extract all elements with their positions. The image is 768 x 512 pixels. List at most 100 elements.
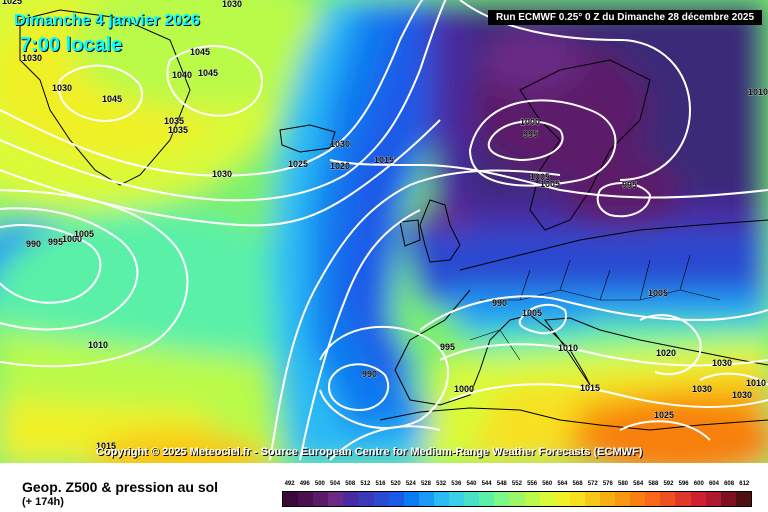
scale-label: 592 [663, 481, 674, 487]
scale-label: 552 [511, 481, 522, 487]
europe-north-coast [459, 219, 768, 271]
scale-swatch [645, 492, 661, 506]
scale-label: 584 [633, 481, 644, 487]
isobar-label: 1030 [212, 169, 232, 179]
isobar-label: 995 [523, 129, 538, 139]
scale-label: 572 [587, 481, 598, 487]
scale-swatch [720, 492, 736, 506]
scale-swatch [328, 492, 344, 506]
scale-swatch [509, 492, 525, 506]
europe-south-coast [394, 289, 768, 406]
scale-swatch [464, 492, 480, 506]
isobar-label: 1030 [712, 358, 732, 368]
scale-swatch [358, 492, 374, 506]
scale-label: 580 [618, 481, 629, 487]
scale-swatch [283, 492, 299, 506]
isobar-label: 1010 [748, 87, 768, 97]
isobar-label: 995 [48, 237, 63, 247]
color-scale-bar [282, 491, 752, 507]
scale-swatch [449, 492, 465, 506]
isobar-label: 1020 [656, 348, 676, 358]
scandinavia-coastline [519, 59, 651, 231]
greenland-coastline [19, 9, 191, 186]
scale-label: 492 [284, 481, 295, 487]
scale-swatch [630, 492, 646, 506]
scale-label: 528 [420, 481, 431, 487]
map-svg: 1030 1025 1030 1045 1040 1045 1045 1035 … [0, 0, 768, 463]
isobar-label: 1020 [330, 161, 350, 171]
scale-swatch [373, 492, 389, 506]
scale-swatch [660, 492, 676, 506]
scale-label: 536 [451, 481, 462, 487]
scale-label: 520 [390, 481, 401, 487]
map-title: Geop. Z500 & pression au sol [22, 479, 219, 495]
scale-swatch [675, 492, 691, 506]
isobar-labels: 1030 1025 1030 1045 1040 1045 1045 1035 … [2, 0, 768, 451]
scale-swatch [524, 492, 540, 506]
scale-label: 576 [602, 481, 613, 487]
isobar-label: 990 [26, 239, 41, 249]
color-scale: 492 496 500 504 508 512 516 520 524 528 532 536 540 5… [282, 481, 752, 507]
scale-label: 588 [648, 481, 659, 487]
isobar-label: 1030 [22, 53, 42, 63]
isobar-label: 1045 [102, 94, 122, 104]
scale-label: 556 [527, 481, 538, 487]
scale-label: 568 [572, 481, 583, 487]
scale-swatch [403, 492, 419, 506]
scale-label: 612 [739, 481, 750, 487]
scale-label: 532 [436, 481, 447, 487]
isobar-label: 1015 [580, 383, 600, 393]
scale-swatch [554, 492, 570, 506]
scale-swatch [433, 492, 450, 506]
scale-label: 516 [375, 481, 386, 487]
isobar-label: 1045 [198, 68, 218, 78]
scale-label: 496 [299, 481, 310, 487]
legend-bar: Geop. Z500 & pression au sol (+ 174h) 49… [0, 463, 768, 512]
scale-swatch [599, 492, 616, 506]
isobar-label: 1030 [732, 390, 752, 400]
isobar-label: 1025 [654, 410, 674, 420]
scale-swatch [298, 492, 314, 506]
isobar-label: 1015 [374, 155, 394, 165]
isobar-label: 1025 [2, 0, 22, 6]
model-run-label: Run ECMWF 0.25° 0 Z du Dimanche 28 décem… [488, 10, 762, 25]
copyright-notice: Copyright © 2025 Meteociel.fr - Source E… [96, 446, 643, 458]
isobar-label: 1030 [330, 139, 350, 149]
scale-label: 500 [314, 481, 325, 487]
isobar-label: 1010 [746, 378, 766, 388]
scale-label: 544 [481, 481, 492, 487]
scale-swatch [615, 492, 631, 506]
ireland-coastline [399, 219, 421, 247]
scale-label: 560 [542, 481, 553, 487]
isobar-label: 1000 [454, 384, 474, 394]
britain-coastline [419, 199, 461, 263]
isobar-label: 1030 [692, 384, 712, 394]
isobar-label: 990 [362, 369, 377, 379]
isobar-label: 1005 [530, 172, 550, 182]
africa-coastline [379, 407, 768, 431]
country-borders [469, 254, 721, 361]
isobars [0, 0, 768, 460]
scale-swatch [584, 492, 600, 506]
scale-swatch [494, 492, 510, 506]
scale-label: 596 [678, 481, 689, 487]
forecast-lead-time: (+ 174h) [22, 496, 64, 508]
scale-label: 548 [496, 481, 507, 487]
scale-swatch [479, 492, 495, 506]
scale-label: 512 [360, 481, 371, 487]
scale-label: 604 [708, 481, 719, 487]
scale-label: 564 [557, 481, 568, 487]
forecast-time: 7:00 locale [20, 34, 123, 56]
scale-swatch [418, 492, 434, 506]
isobar-label: 1045 [190, 47, 210, 57]
scale-swatch [388, 492, 404, 506]
scale-swatch [735, 492, 751, 506]
forecast-date: Dimanche 4 janvier 2026 [14, 12, 200, 29]
isobar-label: 1005 [540, 179, 560, 189]
isobar-label: 1010 [558, 343, 578, 353]
scale-label: 524 [405, 481, 416, 487]
isobar-label: 1030 [52, 83, 72, 93]
isobar-label: 1035 [168, 125, 188, 135]
iceland-coastline [279, 124, 336, 153]
scale-swatch [539, 492, 555, 506]
